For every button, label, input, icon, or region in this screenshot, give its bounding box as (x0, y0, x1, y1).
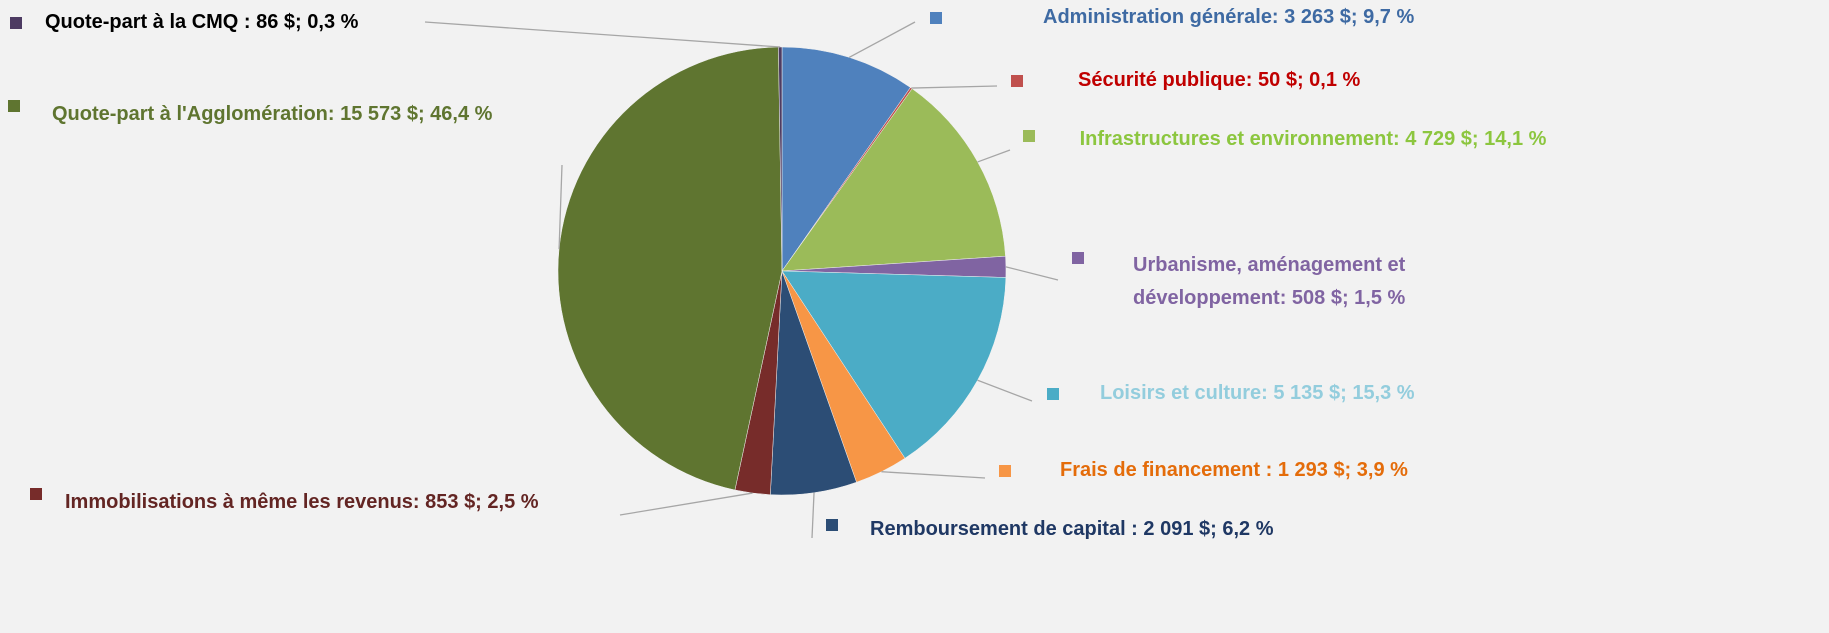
data-label: Loisirs et culture: 5 135 $; 15,3 % (1100, 381, 1415, 404)
leader-line (1005, 266, 1059, 281)
label-marker (826, 519, 838, 531)
label-marker (8, 100, 20, 112)
label-marker (1072, 252, 1084, 264)
pie-slice (781, 88, 1006, 272)
data-label: Infrastructures et environnement: 4 729 … (1079, 127, 1547, 150)
label-marker (999, 465, 1011, 477)
leader-line (977, 149, 1011, 163)
label-marker (30, 488, 42, 500)
leader-line (911, 85, 998, 89)
data-label: Frais de financement : 1 293 $; 3,9 % (1060, 458, 1408, 481)
leader-line (558, 164, 563, 250)
leader-line (424, 21, 781, 48)
label-marker (930, 12, 942, 24)
data-label: Administration générale: 3 263 $; 9,7 % (1043, 5, 1415, 28)
leader-line (849, 21, 916, 58)
data-label: Immobilisations à même les revenus: 853 … (65, 490, 539, 513)
label-marker (1047, 388, 1059, 400)
pie-slice (781, 46, 911, 272)
data-label: Urbanisme, aménagement et développement:… (1133, 253, 1406, 309)
leader-line (881, 471, 986, 479)
data-label: Quote-part à la CMQ : 86 $; 0,3 % (45, 10, 359, 33)
label-marker (1011, 75, 1023, 87)
leader-line (811, 492, 815, 539)
leader-line (619, 492, 753, 516)
label-marker (1023, 130, 1035, 142)
data-label: Remboursement de capital : 2 091 $; 6,2 … (870, 517, 1274, 540)
pie-slice (557, 46, 783, 491)
label-marker (10, 17, 22, 29)
data-label: Quote-part à l'Agglomération: 15 573 $; … (52, 102, 493, 125)
leader-line (977, 379, 1033, 402)
data-label: Sécurité publique: 50 $; 0,1 % (1078, 68, 1361, 91)
